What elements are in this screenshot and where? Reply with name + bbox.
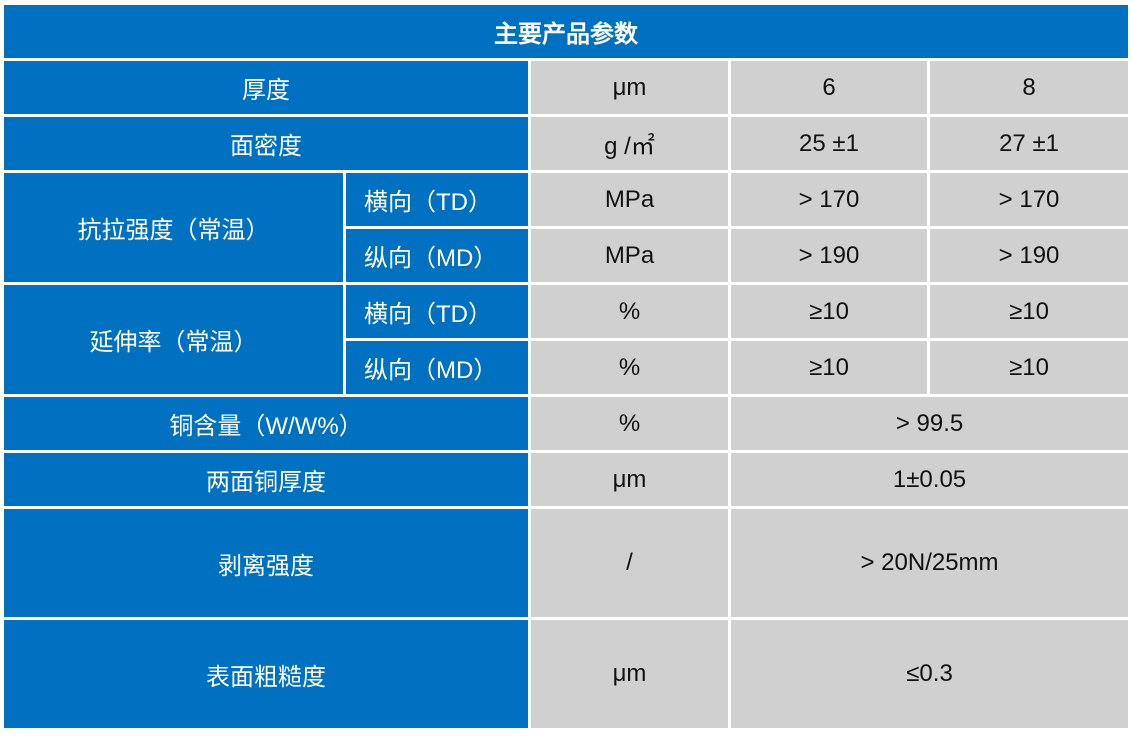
value-cell-6: ≥10	[731, 341, 927, 394]
row-label: 铜含量（W/W%）	[4, 397, 528, 450]
value-cell-6: 25 ±1	[731, 117, 927, 170]
value-cell-6: 6	[731, 61, 927, 114]
unit-cell: μm	[531, 453, 728, 506]
table-row-copper-thickness: 两面铜厚度 μm 1±0.05	[4, 453, 1129, 506]
row-label: 两面铜厚度	[4, 453, 528, 506]
sub-label: 纵向（MD）	[346, 341, 528, 394]
table-row-thickness: 厚度 μm 6 8	[4, 61, 1129, 114]
value-cell: ≤0.3	[731, 620, 1129, 728]
row-label: 面密度	[4, 117, 528, 170]
value-cell-8: 8	[930, 61, 1129, 114]
table-row-tensile-td: 抗拉强度（常温） 横向（TD） MPa > 170 > 170	[4, 173, 1129, 282]
unit-cell: %	[531, 341, 728, 394]
unit-cell: μm	[531, 620, 728, 728]
row-label: 抗拉强度（常温）	[4, 173, 343, 282]
row-label: 延伸率（常温）	[4, 285, 343, 394]
unit-cell: μm	[531, 61, 728, 114]
sub-label: 纵向（MD）	[346, 229, 528, 282]
value-cell-8: 27 ±1	[930, 117, 1129, 170]
table-row-elongation-md: 纵向（MD） % ≥10 ≥10	[4, 341, 1129, 394]
value-cell-6: > 170	[731, 173, 927, 226]
value-cell-8: ≥10	[930, 341, 1129, 394]
row-label: 厚度	[4, 61, 528, 114]
value-cell-6: ≥10	[731, 285, 927, 338]
table-row-elongation-td: 延伸率（常温） 横向（TD） % ≥10 ≥10	[4, 285, 1129, 394]
unit-cell: MPa	[531, 229, 728, 282]
unit-cell: /	[531, 509, 728, 617]
unit-cell: %	[531, 285, 728, 338]
value-cell-8: ≥10	[930, 285, 1129, 338]
table-row-peel-strength: 剥离强度 / > 20N/25mm	[4, 509, 1129, 617]
value-cell-6: > 190	[731, 229, 927, 282]
unit-cell: g /㎡	[531, 117, 728, 170]
value-cell: > 20N/25mm	[731, 509, 1129, 617]
table-title: 主要产品参数	[4, 5, 1129, 58]
unit-cell: %	[531, 397, 728, 450]
value-cell-8: > 190	[930, 229, 1129, 282]
table-row-roughness: 表面粗糙度 μm ≤0.3	[4, 620, 1129, 728]
value-cell-8: > 170	[930, 173, 1129, 226]
sub-label: 横向（TD）	[346, 173, 528, 226]
sub-label: 横向（TD）	[346, 285, 528, 338]
row-label: 剥离强度	[4, 509, 528, 617]
table-row-tensile-md: 纵向（MD） MPa > 190 > 190	[4, 229, 1129, 282]
table-row-areal-density: 面密度 g /㎡ 25 ±1 27 ±1	[4, 117, 1129, 170]
value-cell: 1±0.05	[731, 453, 1129, 506]
value-cell: > 99.5	[731, 397, 1129, 450]
row-label: 表面粗糙度	[4, 620, 528, 728]
unit-cell: MPa	[531, 173, 728, 226]
table-row-copper-content: 铜含量（W/W%） % > 99.5	[4, 397, 1129, 450]
